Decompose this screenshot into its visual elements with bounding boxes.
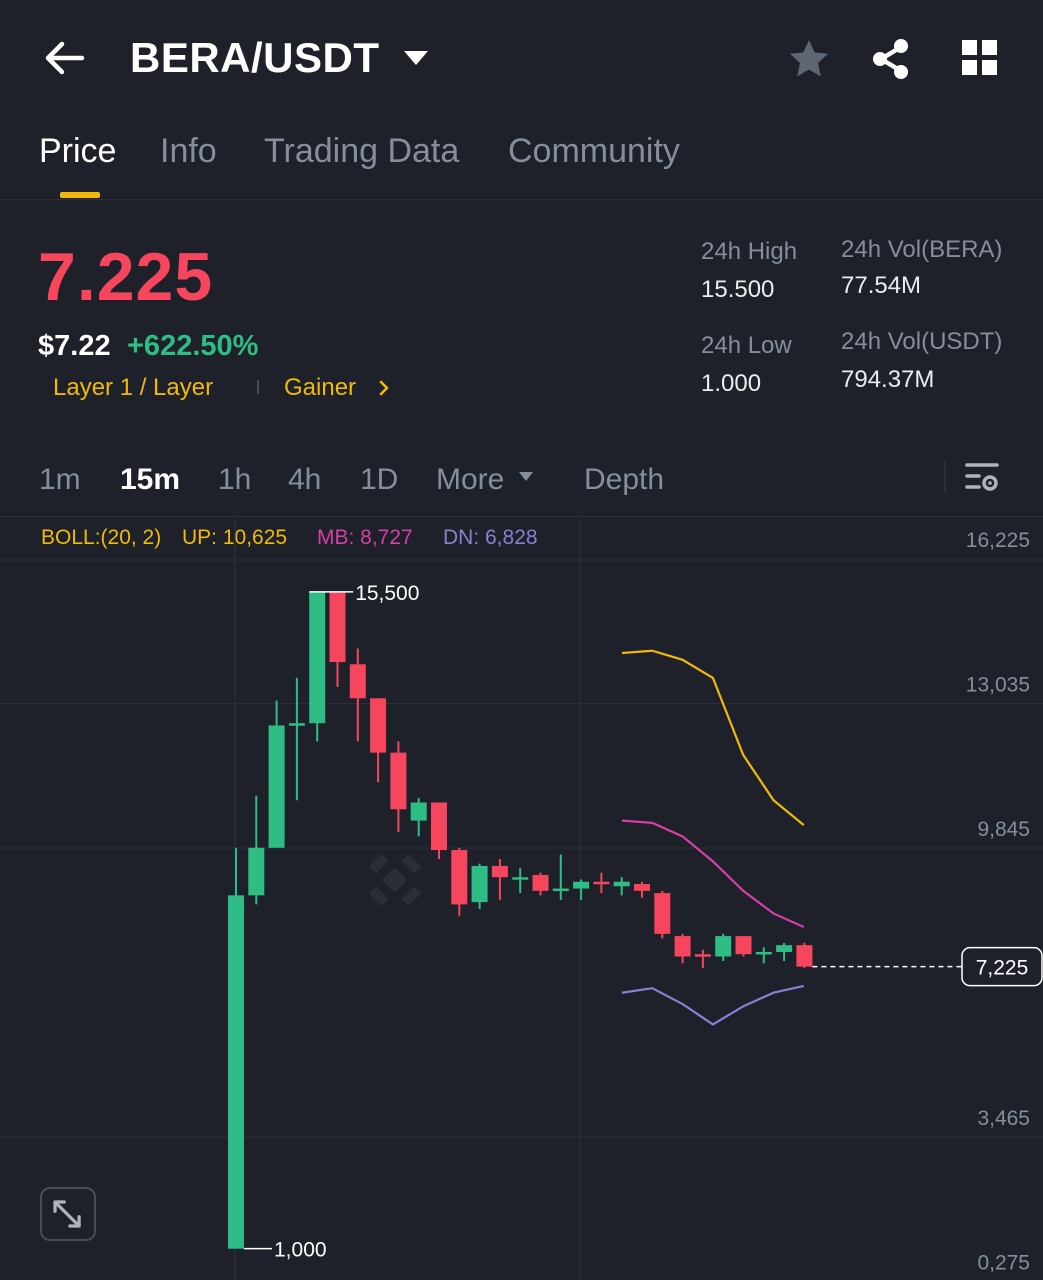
candle-body xyxy=(410,802,427,821)
base-volume-value: 77.54M xyxy=(841,272,922,299)
boll-label: BOLL:(20, 2) xyxy=(41,526,162,549)
high-value: 15.500 xyxy=(701,276,775,303)
last-price-box xyxy=(961,946,1043,987)
candle-body xyxy=(370,698,387,753)
candle-body xyxy=(471,865,488,903)
share-icon[interactable] xyxy=(868,36,914,82)
candle-body xyxy=(390,752,407,810)
candlestick-chart[interactable]: 16,225 13,035 9,845 3,465 0,275 15,500 1,000 7,… xyxy=(0,518,1043,1280)
candle-body xyxy=(776,945,793,952)
candle-body xyxy=(796,945,813,967)
candle-body xyxy=(288,723,305,726)
more-caret-icon[interactable] xyxy=(518,471,534,483)
candle-body xyxy=(735,936,752,955)
exchange-watermark xyxy=(368,853,422,907)
interval-1m[interactable]: 1m xyxy=(39,463,81,496)
grid-icon[interactable] xyxy=(958,36,1002,80)
fullscreen-button[interactable] xyxy=(40,1187,96,1241)
usd-price: $7.22 xyxy=(38,330,111,362)
trading-pair-title[interactable]: BERA/USDT xyxy=(130,34,380,81)
top-bar: BERA/USDT xyxy=(0,0,1043,118)
candle-body xyxy=(431,802,447,851)
boll-lower-line xyxy=(621,984,805,1026)
interval-1d[interactable]: 1D xyxy=(360,463,399,496)
candle-body xyxy=(512,877,529,880)
interval-more[interactable]: More xyxy=(436,463,505,496)
low-value: 1.000 xyxy=(701,370,762,397)
low-label: 24h Low xyxy=(701,332,792,359)
candle-body xyxy=(674,936,691,957)
interval-1h[interactable]: 1h xyxy=(218,463,252,496)
tab-price[interactable]: Price xyxy=(39,132,117,170)
boll-mb-label: MB: 8,727 xyxy=(317,526,413,549)
candle-body xyxy=(755,951,772,955)
boll-upper-line xyxy=(621,649,805,826)
candle-body xyxy=(573,881,590,889)
y-tick-label: 3,465 xyxy=(977,1107,1030,1130)
candle-body xyxy=(532,874,549,891)
tab-community[interactable]: Community xyxy=(508,132,680,170)
gainer-tag[interactable]: Gainer xyxy=(284,374,357,401)
candle-body xyxy=(593,881,610,885)
candle-body xyxy=(451,850,468,905)
base-volume-label: 24h Vol(BERA) xyxy=(841,236,1003,263)
back-arrow-icon[interactable] xyxy=(40,36,88,80)
boll-middle-line xyxy=(621,819,805,929)
candle-body xyxy=(268,725,285,848)
interval-bar: 1m 15m 1h 4h 1D More Depth xyxy=(0,445,1043,517)
tab-bar: Price Info Trading Data Community xyxy=(0,118,1043,200)
candle-body xyxy=(654,893,671,934)
tag-divider xyxy=(257,380,259,394)
candle-body xyxy=(694,954,711,957)
chevron-down-icon[interactable] xyxy=(402,48,430,68)
boll-dn-label: DN: 6,828 xyxy=(443,526,538,549)
interval-divider xyxy=(944,461,946,493)
tab-trading-data[interactable]: Trading Data xyxy=(264,132,460,170)
candle-body xyxy=(248,847,265,896)
candle-body xyxy=(491,865,508,878)
expand-icon xyxy=(53,1200,81,1228)
candle-body xyxy=(552,888,569,892)
candle-body xyxy=(329,591,346,663)
interval-4h[interactable]: 4h xyxy=(288,463,322,496)
interval-15m[interactable]: 15m xyxy=(120,463,181,496)
star-icon[interactable] xyxy=(786,36,832,82)
y-tick-label: 9,845 xyxy=(977,818,1030,841)
candle-body xyxy=(634,884,650,891)
last-price-label: 7,225 xyxy=(976,957,1029,980)
candle-body xyxy=(228,895,244,1249)
y-tick-label: 0,275 xyxy=(977,1252,1030,1275)
chevron-right-icon[interactable] xyxy=(377,378,391,398)
active-tab-indicator xyxy=(60,192,100,198)
y-tick-label: 16,225 xyxy=(966,529,1030,552)
depth-tab[interactable]: Depth xyxy=(584,463,665,496)
min-price-label: 1,000 xyxy=(274,1239,327,1262)
high-label: 24h High xyxy=(701,238,798,265)
quote-volume-label: 24h Vol(USDT) xyxy=(841,328,1003,355)
max-price-label: 15,500 xyxy=(355,582,419,605)
category-tag[interactable]: Layer 1 / Layer xyxy=(53,374,214,401)
quote-volume-value: 794.37M xyxy=(841,366,935,393)
candle-body xyxy=(715,936,732,957)
y-tick-label: 13,035 xyxy=(966,673,1030,696)
candle-body xyxy=(613,881,630,887)
last-price: 7.225 xyxy=(38,239,214,315)
price-change-percent: +622.50% xyxy=(127,330,259,362)
candle-body xyxy=(349,664,366,699)
chart-settings-icon[interactable] xyxy=(964,459,1000,495)
candle-body xyxy=(309,591,326,724)
tab-info[interactable]: Info xyxy=(160,132,217,170)
